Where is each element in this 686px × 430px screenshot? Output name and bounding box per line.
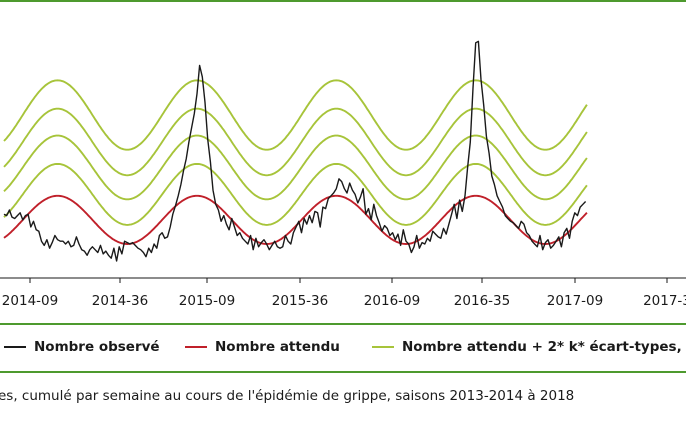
x-tick-label: 2014-36: [92, 293, 148, 309]
legend-item-observed: Nombre observé: [4, 335, 160, 359]
x-tick-label: 2014-09: [2, 293, 58, 309]
x-tick-label: 2016-09: [364, 293, 420, 309]
expected-line: [3, 194, 588, 245]
plot-area: [3, 40, 588, 262]
threshold-line-1: [3, 162, 588, 226]
x-tick-label: 2017-09: [547, 293, 603, 309]
legend-label-threshold: Nombre attendu + 2* k* écart-types,: [402, 339, 682, 355]
top-rule: [0, 0, 686, 2]
x-tick-label: 2017-3: [643, 293, 686, 309]
threshold-line-4: [3, 79, 588, 151]
x-tick-label: 2015-36: [272, 293, 328, 309]
legend-label-observed: Nombre observé: [34, 339, 160, 355]
figure-caption: es, cumulé par semaine au cours de l'épi…: [0, 388, 575, 404]
legend-label-expected: Nombre attendu: [215, 339, 340, 355]
x-tick-label: 2016-35: [454, 293, 510, 309]
observed-line: [3, 40, 587, 262]
legend-item-expected: Nombre attendu: [185, 335, 340, 359]
x-tick-label: 2015-09: [179, 293, 235, 309]
legend-rule: [0, 323, 686, 325]
caption-rule: [0, 371, 686, 373]
legend-swatch-threshold: [372, 346, 394, 348]
threshold-line-3: [3, 107, 588, 177]
x-axis: 2014-09 2014-36 2015-09 2015-36 2016-09 2016-…: [0, 277, 686, 309]
line-chart: 2014-09 2014-36 2015-09 2015-36 2016-09 2016-…: [0, 40, 686, 309]
legend-swatch-expected: [185, 346, 207, 348]
legend-item-threshold: Nombre attendu + 2* k* écart-types,: [372, 335, 682, 359]
threshold-line-2: [3, 134, 588, 201]
legend-swatch-observed: [4, 346, 26, 348]
